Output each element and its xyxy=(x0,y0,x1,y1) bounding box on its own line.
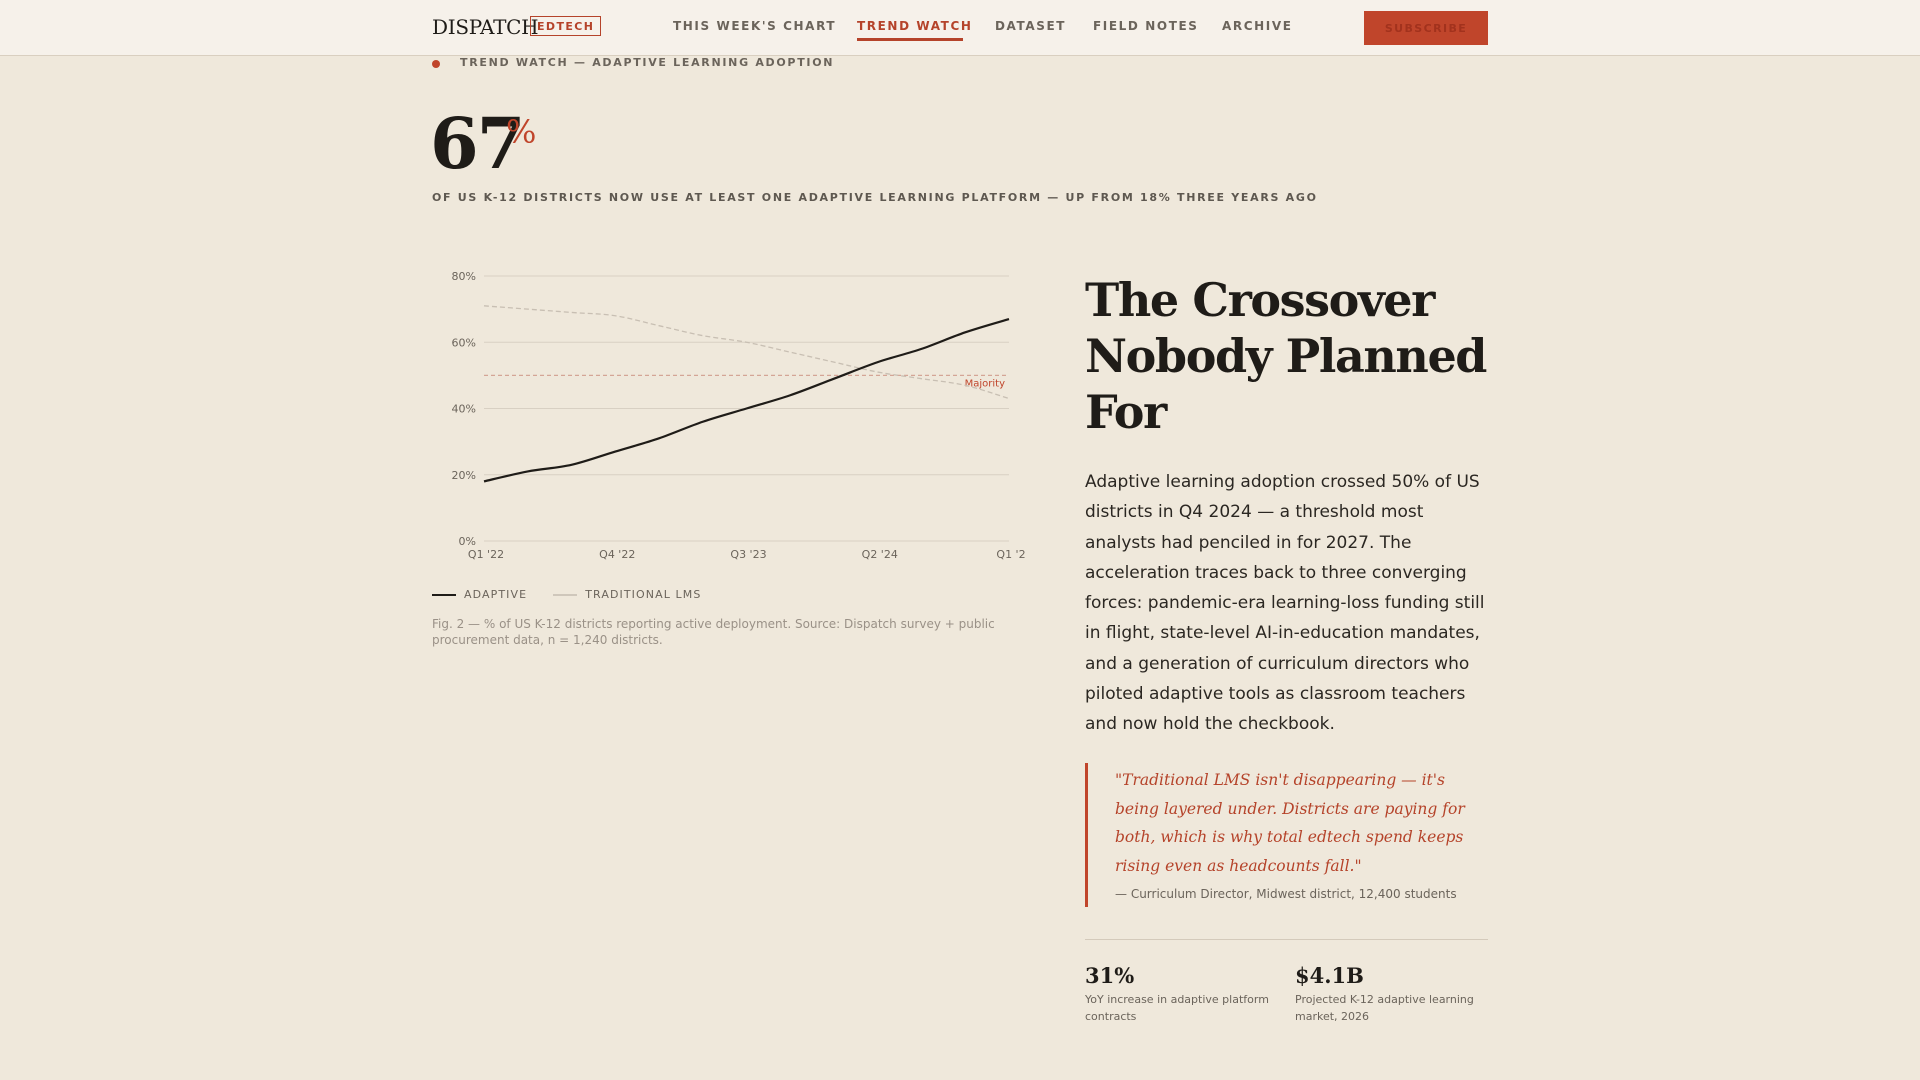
legend-swatch-traditional xyxy=(553,593,578,596)
y-tick-label: 0% xyxy=(459,535,476,548)
subscribe-button[interactable]: SUBSCRIBE xyxy=(1364,11,1488,45)
headline-stat-value: 67 xyxy=(430,102,525,185)
traditional-lms-series-line xyxy=(483,305,1010,400)
stat-value-market: $4.1B xyxy=(1295,963,1364,988)
majority-label: Majority xyxy=(965,378,1005,389)
nav-item-dataset[interactable]: DATASET xyxy=(995,19,1067,33)
section-tag: EDTECH xyxy=(530,16,602,36)
adaptive-series-line xyxy=(483,318,1010,483)
legend-label-adaptive: ADAPTIVE xyxy=(464,588,528,601)
nav-item-this-weeks-chart[interactable]: THIS WEEK'S CHART xyxy=(673,19,837,33)
legend-swatch-adaptive xyxy=(432,593,456,596)
legend-label-traditional: TRADITIONAL LMS xyxy=(585,588,702,601)
headline-stat-subhead: OF US K-12 DISTRICTS NOW USE AT LEAST ON… xyxy=(432,191,1318,204)
x-tick-label: Q2 '24 xyxy=(862,548,898,561)
nav-item-archive[interactable]: ARCHIVE xyxy=(1222,19,1293,33)
y-tick-label: 40% xyxy=(452,403,476,416)
article-body: Adaptive learning adoption crossed 50% o… xyxy=(1085,472,1485,735)
x-tick-label: Q1 '2 xyxy=(996,548,1025,561)
figure-caption: Fig. 2 — % of US K-12 districts reportin… xyxy=(432,617,995,647)
chart-legend: ADAPTIVE TRADITIONAL LMS xyxy=(432,588,727,601)
nav-item-field-notes[interactable]: FIELD NOTES xyxy=(1093,19,1199,33)
legend-item-adaptive: ADAPTIVE xyxy=(432,588,527,601)
article-title: The Crossover Nobody Planned For xyxy=(1085,273,1487,439)
adoption-line-chart: 0% 20% 40% 60% 80% Q1 '22 Q4 '22 Q3 '23 Q2 '24 Q1… xyxy=(452,270,1026,561)
pull-quote: "Traditional LMS isn't disappearing — it… xyxy=(1085,763,1488,907)
active-nav-underline xyxy=(857,38,963,41)
pull-quote-attribution: — Curriculum Director, Midwest district,… xyxy=(1115,887,1457,901)
y-tick-label: 60% xyxy=(452,336,476,349)
stat-value-yoy: 31% xyxy=(1085,963,1135,988)
y-tick-label: 80% xyxy=(452,270,476,283)
brand-logo[interactable]: DISPATCH xyxy=(432,15,539,39)
stat-label-yoy: YoY increase in adaptive platform contra… xyxy=(1085,993,1269,1023)
x-tick-label: Q4 '22 xyxy=(599,548,635,561)
stats-divider xyxy=(1085,939,1488,940)
kicker-dot-icon xyxy=(432,60,440,68)
legend-item-traditional: TRADITIONAL LMS xyxy=(553,588,701,601)
x-tick-label: Q3 '23 xyxy=(730,548,766,561)
x-tick-label: Q1 '22 xyxy=(468,548,504,561)
stat-label-market: Projected K-12 adaptive learning market,… xyxy=(1295,993,1474,1023)
section-kicker: TREND WATCH — ADAPTIVE LEARNING ADOPTION xyxy=(460,56,835,69)
nav-item-trend-watch[interactable]: TREND WATCH xyxy=(857,19,973,33)
y-tick-label: 20% xyxy=(452,469,476,482)
headline-stat-unit: % xyxy=(506,113,537,151)
pull-quote-text: "Traditional LMS isn't disappearing — it… xyxy=(1115,771,1465,875)
top-nav-bar: DISPATCH EDTECH THIS WEEK'S CHART TREND … xyxy=(0,0,1920,56)
